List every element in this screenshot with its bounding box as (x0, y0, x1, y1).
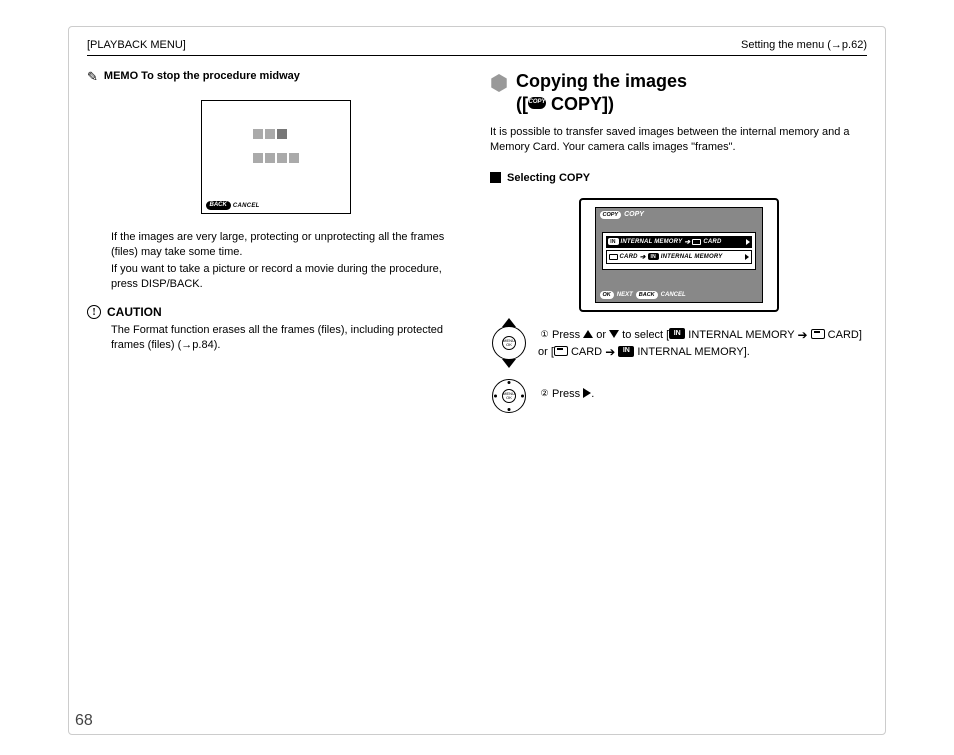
txt: or (593, 329, 609, 341)
in-chip: IN (648, 253, 659, 260)
square-bullet-icon (490, 172, 501, 183)
card-badge-icon (554, 346, 568, 356)
right-arrow-icon: ➔ (605, 344, 615, 361)
tri-right-icon (745, 254, 749, 260)
memo-icon: ✎ (87, 70, 98, 84)
section-hex-icon (490, 74, 508, 92)
up-arrow-icon (583, 330, 593, 338)
in-chip: IN (608, 238, 619, 245)
card-chip (692, 239, 701, 245)
page-number: 68 (75, 712, 93, 730)
dpad-center: MENU OK (502, 336, 516, 350)
lcd-illustration: COPY COPY IN INTERNAL MEMORY ➔ CARD (579, 198, 779, 312)
lcd-top-text: COPY (624, 211, 644, 218)
back-pill: BACK (636, 291, 658, 299)
step-2: MENU OK ②Press . (490, 379, 867, 413)
in-badge-icon: IN (669, 328, 685, 339)
copy-badge-icon: COPY (528, 97, 546, 109)
ok-pill: OK (600, 291, 614, 299)
cancel-label: CANCEL (661, 292, 686, 298)
page-header: [PLAYBACK MENU] Setting the menu (→p.62) (87, 39, 867, 56)
right-tri-icon (583, 388, 591, 398)
dpad-updown-icon: MENU OK (492, 326, 526, 360)
dpad-center: MENU OK (502, 389, 516, 403)
next-label: NEXT (617, 292, 633, 298)
memo-para-1: If the images are very large, protecting… (111, 230, 464, 260)
opt2-a: CARD (620, 254, 638, 260)
manual-page: [PLAYBACK MENU] Setting the menu (→p.62)… (68, 26, 886, 735)
lcd-option-1: IN INTERNAL MEMORY ➔ CARD (606, 236, 752, 248)
down-arrow-icon (609, 330, 619, 338)
lcd-options: IN INTERNAL MEMORY ➔ CARD CARD ➔ (602, 232, 756, 270)
memo-para-2: If you want to take a picture or record … (111, 262, 464, 292)
title-pre: ([ (516, 94, 528, 114)
progress-screen: BACK CANCEL (201, 100, 351, 214)
txt: INTERNAL MEMORY (685, 329, 797, 341)
txt: CARD (568, 346, 605, 358)
step-number-1: ① (538, 328, 551, 341)
sub-heading: Selecting COPY (507, 172, 590, 184)
progress-grid-icon (253, 129, 299, 163)
back-pill: BACK (206, 201, 231, 210)
cancel-label: CANCEL (233, 203, 260, 209)
opt1-a: INTERNAL MEMORY (621, 239, 683, 245)
step-number-2: ② (538, 386, 551, 399)
txt: . (591, 388, 594, 400)
right-column: Copying the images ([COPY COPY]) It is p… (490, 70, 867, 431)
txt: INTERNAL MEMORY]. (634, 346, 750, 358)
dpad-dots-icon: MENU OK (492, 379, 526, 413)
card-badge-icon (811, 329, 825, 339)
txt: Press (552, 329, 583, 341)
tri-right-icon (746, 239, 750, 245)
memo-title: MEMO To stop the procedure midway (104, 70, 300, 82)
left-column: ✎ MEMO To stop the procedure midway BACK… (87, 70, 464, 431)
header-left: [PLAYBACK MENU] (87, 39, 186, 51)
opt1-b: CARD (703, 239, 721, 245)
caution-text: The Format function erases all the frame… (111, 323, 464, 353)
section-title-line1: Copying the images (516, 70, 687, 93)
opt2-b: INTERNAL MEMORY (661, 254, 723, 260)
lcd-option-2: CARD ➔ IN INTERNAL MEMORY (606, 250, 752, 264)
in-badge-icon: IN (618, 346, 634, 357)
lcd-copy-badge: COPY (600, 211, 622, 219)
caution-icon: ! (87, 305, 101, 319)
header-right: Setting the menu (→p.62) (741, 39, 867, 51)
step-1: MENU OK ①Press or to select [IN INTERNAL… (490, 326, 867, 361)
title-post: COPY]) (546, 94, 614, 114)
section-title-line2: ([COPY COPY]) (516, 93, 687, 116)
caution-heading: CAUTION (107, 305, 162, 319)
section-intro: It is possible to transfer saved images … (490, 125, 867, 156)
txt: to select [ (619, 329, 669, 341)
card-chip (609, 254, 618, 260)
right-arrow-icon: ➔ (798, 327, 808, 344)
txt: Press (552, 388, 583, 400)
